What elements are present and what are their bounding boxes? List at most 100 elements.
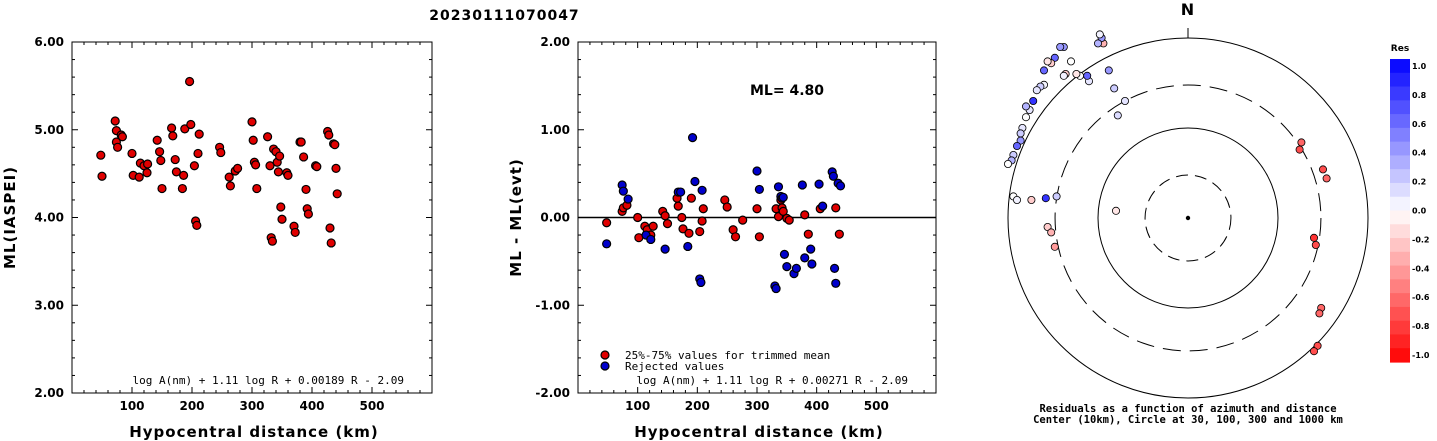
- ml-xtick-label: 500: [359, 399, 384, 413]
- ml-xtick-label: 400: [299, 399, 324, 413]
- ml-data-point: [155, 147, 165, 157]
- ml-data-point: [332, 189, 342, 199]
- colorbar-segment: [1390, 238, 1410, 253]
- res-ytick-label: 1.00: [540, 123, 570, 137]
- res-data-point: [687, 133, 698, 143]
- res-data-point: [602, 239, 612, 249]
- polar-circle-300km: [1054, 84, 1322, 352]
- res-data-point: [784, 215, 794, 225]
- ml-ytick-label: 2.00: [34, 386, 64, 400]
- ml-ytick-label: 6.00: [34, 35, 64, 49]
- colorbar-segment: [1390, 155, 1410, 170]
- polar-data-point: [1113, 111, 1122, 120]
- ml-data-point: [96, 150, 106, 160]
- res-data-point: [831, 278, 841, 288]
- ml-data-point: [167, 123, 177, 133]
- res-data-point: [646, 234, 656, 245]
- ml-data-point: [177, 183, 187, 194]
- ml-y-axis-label: ML(IASPEI): [1, 166, 19, 269]
- polar-caption-line-1: Residuals as a function of azimuth and d…: [1039, 403, 1336, 415]
- polar-data-point: [1027, 195, 1036, 204]
- colorbar-segment: [1390, 127, 1410, 143]
- res-data-point: [778, 206, 788, 216]
- ml-data-point: [194, 129, 204, 139]
- colorbar-segment: [1390, 210, 1410, 225]
- res-data-point: [752, 204, 762, 214]
- res-data-point: [800, 253, 810, 263]
- ml-data-point: [143, 159, 153, 169]
- res-data-point: [660, 244, 670, 254]
- res-data-point: [791, 263, 801, 273]
- res-data-point: [696, 277, 706, 288]
- ml-data-point: [189, 161, 199, 171]
- ml-data-point: [263, 132, 273, 142]
- ml-data-point: [267, 236, 277, 246]
- colorbar-segment: [1390, 114, 1410, 129]
- res-data-point: [814, 179, 824, 189]
- polar-data-point: [1050, 242, 1059, 251]
- polar-data-point: [1029, 97, 1038, 106]
- polar-data-point: [1322, 174, 1331, 183]
- res-data-point: [754, 184, 764, 195]
- res-data-point: [831, 203, 841, 213]
- ml-ytick-label: 5.00: [34, 123, 64, 137]
- ml-data-point: [276, 202, 286, 212]
- ml-data-point: [179, 170, 189, 180]
- ml-data-point: [168, 131, 178, 141]
- ml-data-point: [296, 137, 306, 147]
- colorbar-tick-label: -0.4: [1412, 264, 1430, 273]
- ml-data-point: [117, 132, 128, 142]
- ml-data-point: [224, 172, 234, 182]
- colorbar-segment: [1390, 306, 1410, 322]
- colorbar-segment: [1390, 293, 1410, 308]
- ml-data-point: [248, 135, 258, 145]
- ml-data-point: [171, 167, 181, 177]
- colorbar-segment: [1390, 141, 1410, 157]
- ml-data-point: [325, 223, 335, 233]
- ml-value-label: ML= 4.80: [750, 83, 824, 99]
- res-ytick-label: 2.00: [540, 35, 570, 49]
- res-data-point: [779, 249, 790, 259]
- res-ytick-label: 0.00: [540, 211, 570, 225]
- res-data-point: [807, 259, 817, 269]
- ml-xtick-label: 300: [239, 399, 264, 413]
- ml-data-point: [193, 148, 203, 159]
- res-data-point: [690, 176, 700, 187]
- ml-data-point: [312, 162, 322, 172]
- polar-data-point: [1056, 43, 1065, 52]
- polar-data-point: [1022, 113, 1031, 122]
- res-data-point: [697, 185, 707, 195]
- ml-data-point: [273, 167, 283, 177]
- polar-data-point: [1121, 97, 1130, 106]
- res-data-point: [676, 187, 686, 197]
- res-data-point: [818, 201, 828, 211]
- polar-data-point: [1313, 341, 1322, 350]
- ml-data-point: [152, 135, 162, 145]
- ml-data-point: [330, 140, 340, 150]
- res-ytick-label: -2.00: [535, 386, 570, 400]
- ml-data-point: [134, 172, 144, 182]
- res-legend-marker: [600, 350, 610, 360]
- ml-data-point: [127, 148, 137, 159]
- north-label: N: [1181, 0, 1195, 19]
- colorbar-segment: [1390, 320, 1410, 336]
- polar-data-point: [1022, 102, 1031, 111]
- polar-data-point: [1043, 57, 1052, 66]
- res-data-point: [677, 212, 687, 223]
- polar-data-point: [1310, 347, 1319, 356]
- ml-data-point: [112, 142, 123, 152]
- colorbar-tick-label: 0.4: [1412, 149, 1427, 158]
- res-data-point: [697, 216, 707, 226]
- res-data-point: [602, 218, 612, 228]
- polar-data-point: [1013, 195, 1022, 204]
- ml-data-point: [142, 168, 152, 178]
- polar-data-point: [1016, 129, 1025, 138]
- ml-data-point: [251, 160, 261, 170]
- res-data-point: [695, 226, 705, 237]
- polar-circle-30km: [1144, 174, 1232, 262]
- polar-data-point: [1004, 159, 1013, 168]
- colorbar-segment: [1390, 251, 1410, 267]
- res-legend-label: Rejected values: [625, 360, 724, 373]
- ml-xtick-label: 100: [119, 399, 144, 413]
- res-data-point: [648, 221, 658, 231]
